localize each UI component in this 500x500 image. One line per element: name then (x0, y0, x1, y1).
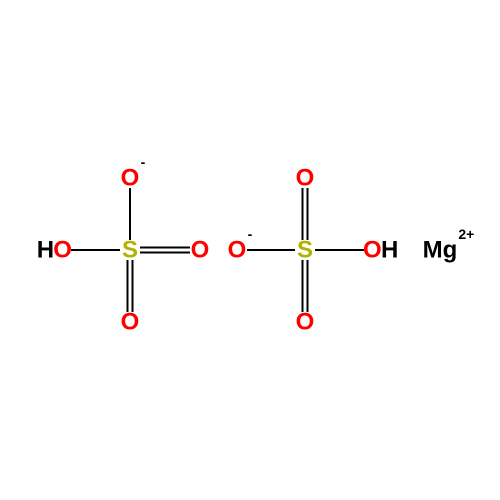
atom-o: O (296, 165, 315, 192)
svg-text:Mg: Mg (423, 237, 458, 264)
svg-text:S: S (297, 237, 313, 264)
svg-text:O: O (121, 309, 140, 336)
atom-o: O (191, 237, 210, 264)
atom-oh: HO (37, 237, 72, 264)
svg-text:S: S (122, 237, 138, 264)
svg-text:O: O (191, 237, 210, 264)
svg-text:O: O (121, 165, 140, 192)
chemical-structure-canvas: SO-OOHOSOOOHO-Mg2+ (0, 0, 500, 500)
charge-label: - (248, 226, 253, 242)
svg-text:H: H (381, 237, 398, 264)
svg-text:H: H (37, 237, 54, 264)
atom-o: O (121, 309, 140, 336)
charge-label: - (141, 154, 146, 170)
svg-text:O: O (363, 237, 382, 264)
atom-oh: OH (363, 237, 398, 264)
charge-label: 2+ (458, 226, 474, 242)
svg-text:O: O (296, 165, 315, 192)
svg-text:O: O (228, 237, 247, 264)
atom-s: S (297, 237, 313, 264)
svg-text:O: O (53, 237, 72, 264)
svg-text:O: O (296, 309, 315, 336)
atom-o: O (296, 309, 315, 336)
atom-s: S (122, 237, 138, 264)
